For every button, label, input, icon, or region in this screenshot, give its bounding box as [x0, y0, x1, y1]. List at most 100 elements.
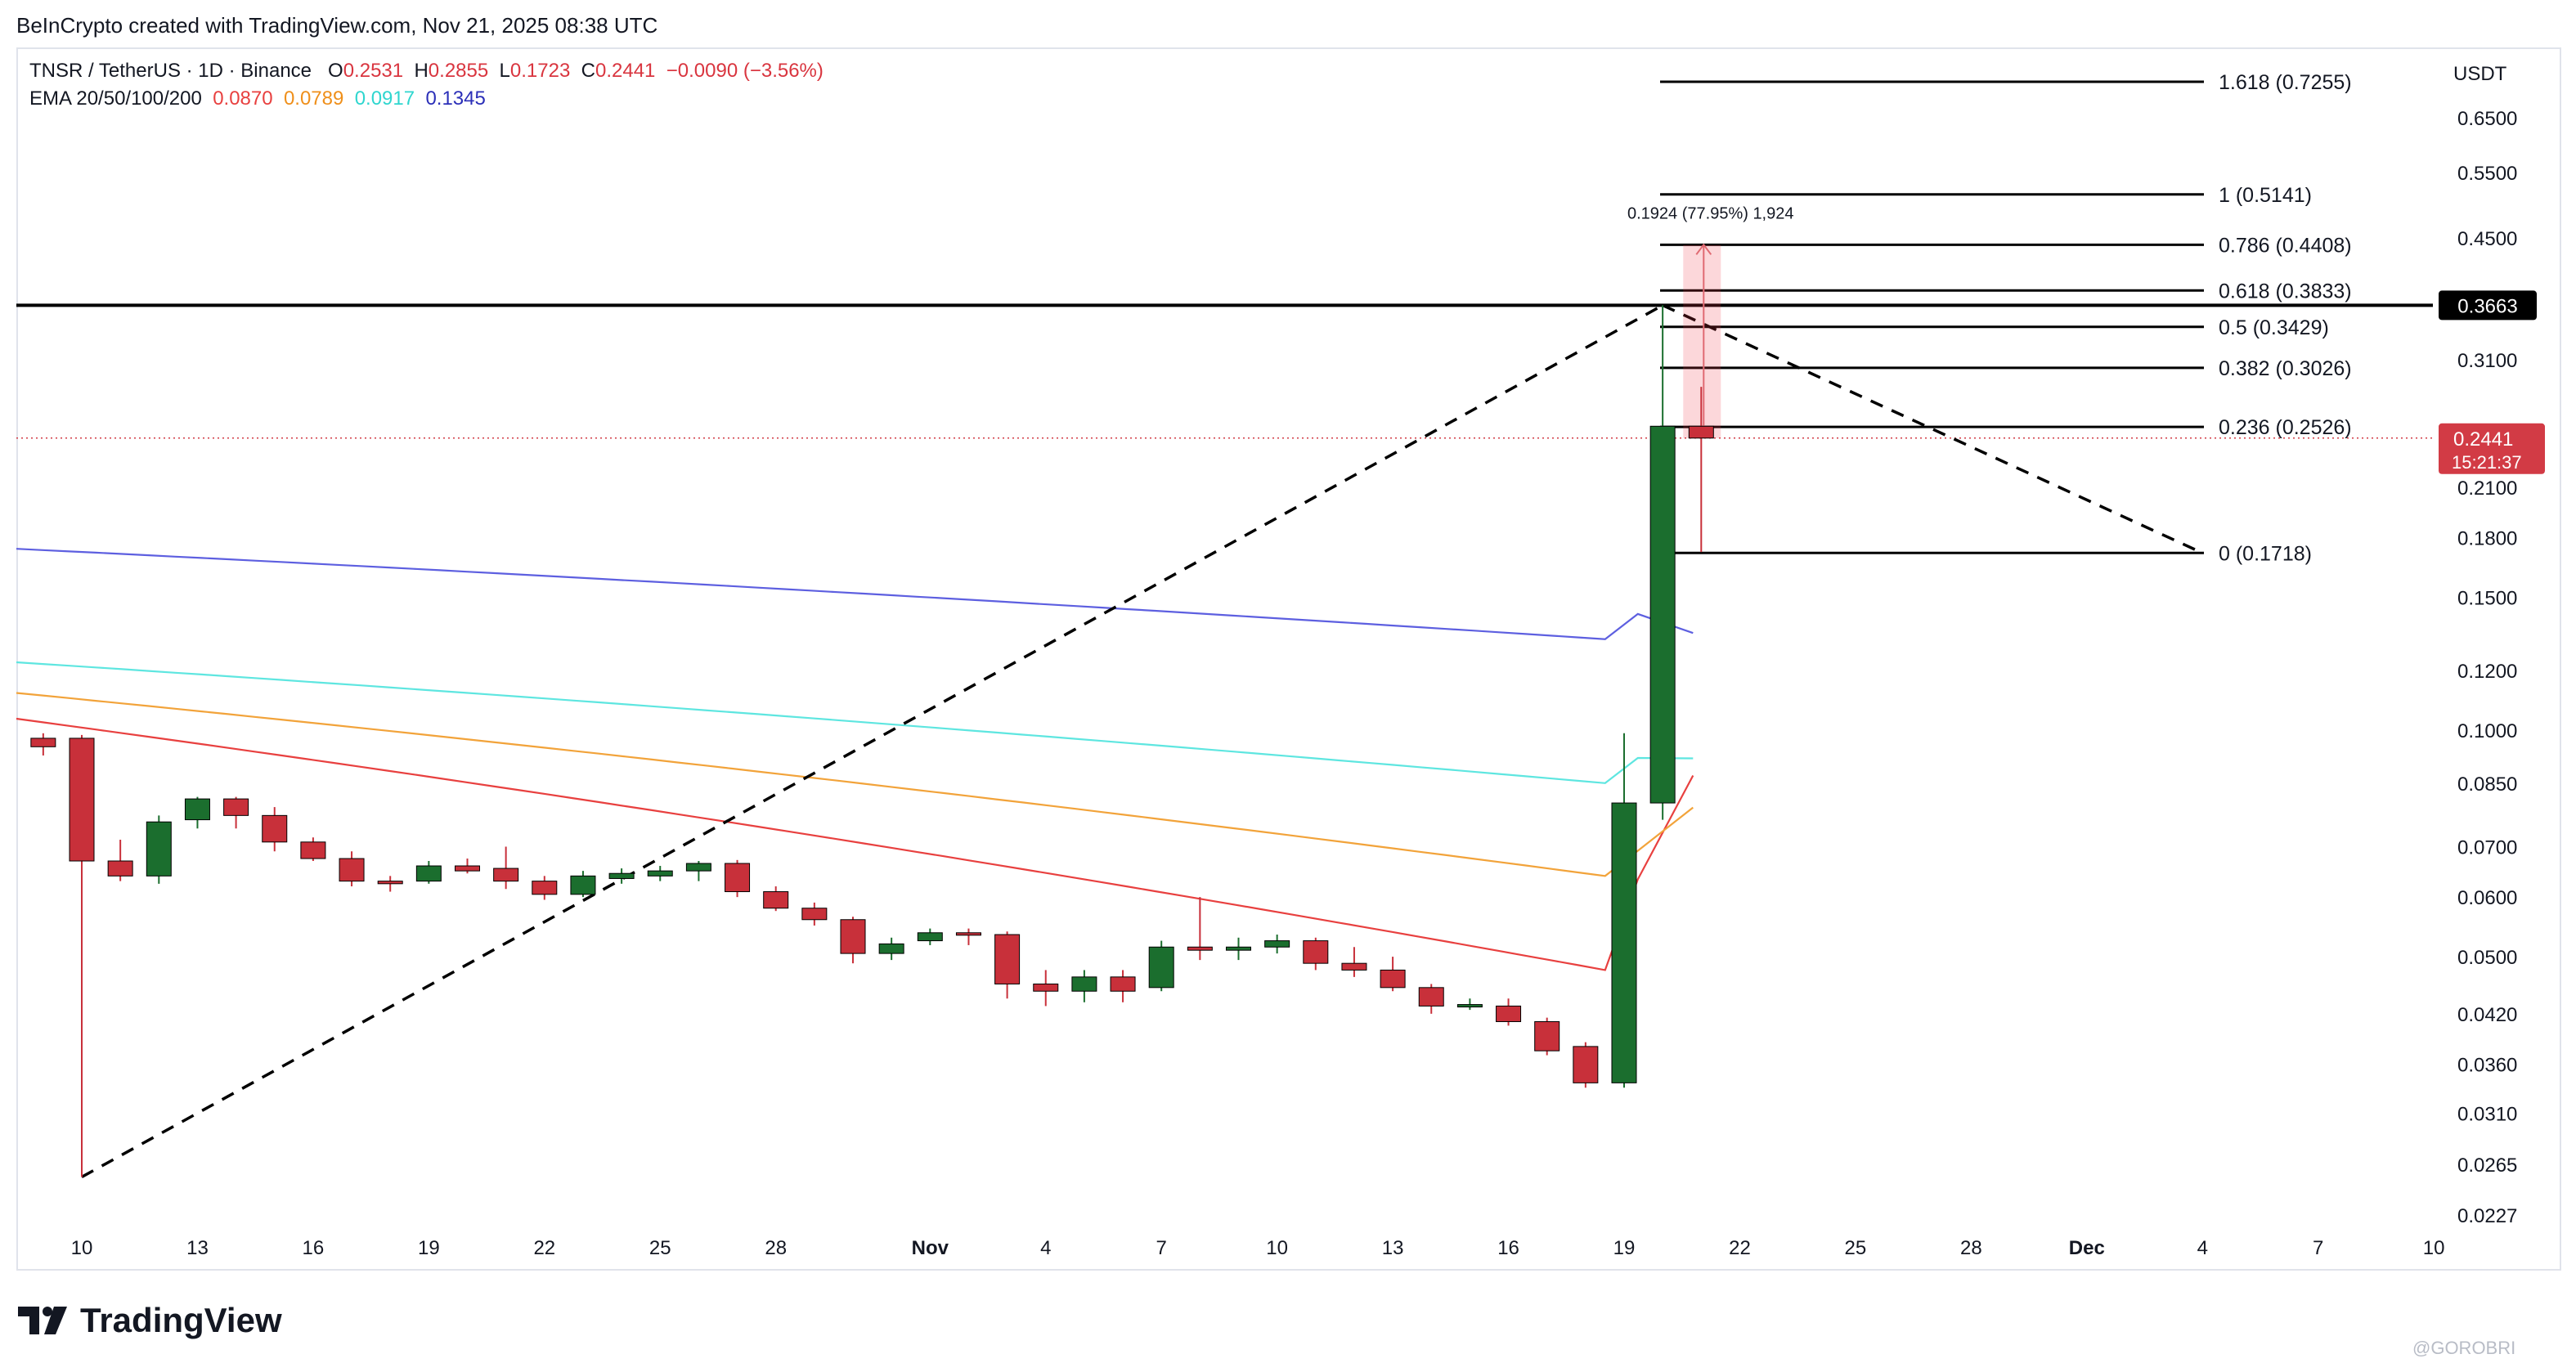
candle-body — [763, 891, 789, 909]
candles — [30, 305, 1714, 1177]
candle — [1303, 937, 1329, 971]
ema-line-1 — [16, 717, 1694, 971]
high-label: H — [414, 60, 429, 82]
candle-body — [994, 934, 1021, 984]
x-tick-label: 13 — [186, 1237, 209, 1259]
candle-body — [1649, 425, 1676, 804]
candle-body — [1187, 946, 1213, 951]
candle — [1033, 970, 1059, 1007]
candle — [647, 866, 673, 881]
chart-frame — [16, 47, 2561, 1271]
candle-body — [107, 860, 133, 877]
candle-body — [223, 798, 249, 816]
candle — [69, 734, 95, 1177]
y-tick-label: 0.0360 — [2457, 1055, 2517, 1077]
candle-body — [1456, 1004, 1483, 1008]
x-tick-label: 25 — [1845, 1237, 1867, 1259]
ema20-value: 0.0870 — [213, 87, 273, 110]
measure-label: 0.1924 (77.95%) 1,924 — [1627, 204, 1794, 222]
candle — [1611, 733, 1637, 1088]
candle-body — [1534, 1020, 1560, 1051]
y-tick-label: 0.0700 — [2457, 836, 2517, 859]
candle-body — [30, 738, 56, 747]
candle — [994, 931, 1021, 999]
x-tick-label: 22 — [533, 1237, 555, 1259]
candle — [146, 815, 172, 884]
y-tick-label: 0.1800 — [2457, 528, 2517, 550]
x-tick-label: 19 — [1613, 1237, 1636, 1259]
candle — [1187, 897, 1213, 961]
candle — [1264, 935, 1290, 954]
y-tick-label: 0.0500 — [2457, 947, 2517, 969]
fib-level-label: 0.786 (0.4408) — [2219, 234, 2352, 257]
x-tick-label: 19 — [418, 1237, 440, 1259]
y-tick-label: 0.0420 — [2457, 1004, 2517, 1026]
open-label: O — [328, 60, 343, 82]
candle-body — [570, 875, 596, 895]
x-tick-label: 13 — [1382, 1237, 1404, 1259]
candle — [1534, 1017, 1560, 1056]
candle-body — [1033, 983, 1059, 992]
candle — [1688, 387, 1714, 553]
chart-legend: TNSR / TetherUS · 1D · Binance O0.2531 H… — [29, 57, 824, 113]
price-axis[interactable]: USDT 0.6500 0.5500 0.4500 0.3100 0.2100 0.1800… — [2453, 63, 2517, 1227]
x-tick-label: Nov — [912, 1237, 949, 1259]
candle — [570, 871, 596, 898]
candle — [184, 796, 210, 829]
x-tick-label: 28 — [1960, 1237, 1982, 1259]
x-tick-label: 16 — [303, 1237, 325, 1259]
resistance-price-tag — [2439, 290, 2537, 321]
candle-body — [1264, 940, 1290, 948]
symbol-label[interactable]: TNSR / TetherUS · 1D · Binance — [29, 60, 312, 82]
x-tick-label: 4 — [1040, 1237, 1051, 1259]
candle — [840, 917, 866, 964]
candle — [377, 876, 403, 892]
candle-body — [415, 865, 442, 882]
y-tick-label: 0.0227 — [2457, 1205, 2517, 1227]
x-tick-label: Dec — [2069, 1237, 2105, 1259]
candle — [725, 859, 751, 898]
countdown-text: 15:21:37 — [2452, 452, 2522, 473]
x-tick-label: 7 — [1156, 1237, 1167, 1259]
fibonacci-levels[interactable]: 1.618 (0.7255) 1 (0.5141) 0.786 (0.4408) 0.… — [1660, 71, 2352, 565]
candle-body — [146, 821, 172, 877]
time-axis[interactable]: 10 13 16 19 22 25 28 Nov 4 7 10 13 16 19 22 25 28 Dec 4 7 10 — [71, 1237, 2445, 1259]
x-tick-label: 10 — [2423, 1237, 2445, 1259]
y-tick-label: 0.0310 — [2457, 1103, 2517, 1125]
candle — [917, 928, 943, 945]
candle — [878, 937, 904, 961]
candle-body — [1148, 946, 1174, 989]
candle-body — [801, 908, 828, 921]
y-tick-label: 0.0265 — [2457, 1155, 2517, 1177]
last-price-text: 0.2441 — [2453, 428, 2513, 451]
candle — [1496, 998, 1522, 1026]
y-tick-label: 0.3100 — [2457, 350, 2517, 372]
candle — [262, 807, 288, 852]
candle — [763, 886, 789, 912]
last-price-tag — [2439, 423, 2545, 474]
measure-arrow-head — [1695, 243, 1712, 255]
ema-label[interactable]: EMA 20/50/100/200 — [29, 87, 202, 110]
x-tick-label: 4 — [2197, 1237, 2208, 1259]
measure-tool[interactable]: 0.1924 (77.95%) 1,924 — [1627, 204, 1794, 438]
candle-body — [1110, 976, 1136, 992]
candle — [1456, 998, 1483, 1011]
candle — [1071, 970, 1097, 1002]
candle-body — [377, 881, 403, 885]
candle-body — [1573, 1046, 1599, 1083]
tradingview-logo[interactable]: TradingView — [18, 1300, 282, 1341]
x-tick-label: 16 — [1497, 1237, 1519, 1259]
trend-line-2 — [1662, 303, 2203, 554]
candle — [339, 851, 365, 887]
candle-body — [840, 919, 866, 954]
candle-body — [1611, 802, 1637, 1083]
chart-credit: BeInCrypto created with TradingView.com,… — [16, 13, 658, 38]
y-tick-label: 0.5500 — [2457, 163, 2517, 185]
candle — [955, 928, 981, 945]
candle — [801, 902, 828, 926]
candle-body — [300, 841, 326, 859]
ohlc-row: TNSR / TetherUS · 1D · Binance O0.2531 H… — [29, 57, 824, 85]
candle-body — [1688, 425, 1714, 439]
